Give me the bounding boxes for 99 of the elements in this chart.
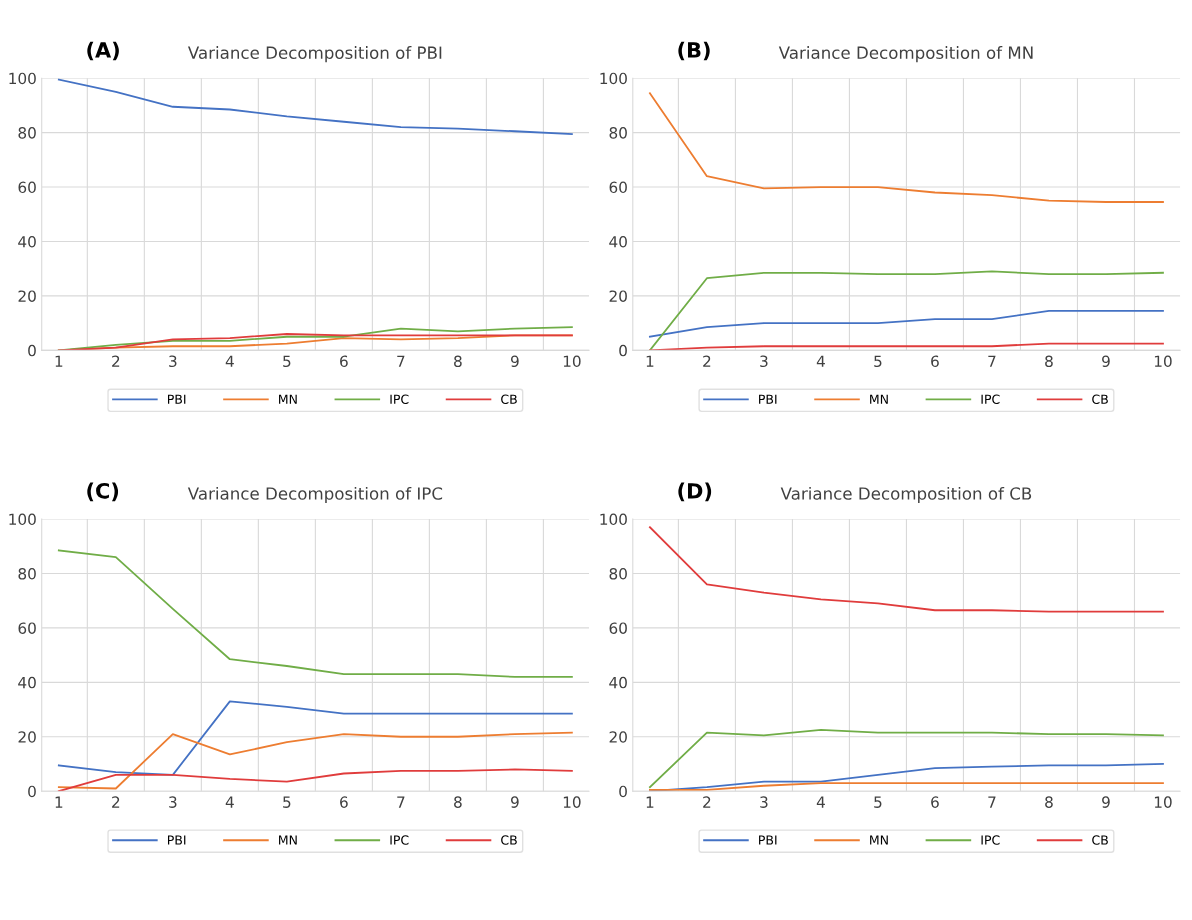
x-tick-label: 6 bbox=[931, 355, 939, 368]
y-tick-label: 100 bbox=[9, 72, 36, 85]
legend-label: CB bbox=[501, 835, 517, 845]
legend-label: PBI bbox=[167, 835, 186, 845]
x-tick-label: 7 bbox=[988, 796, 996, 808]
x-tick-label: 1 bbox=[55, 796, 63, 808]
y-tick-label: 20 bbox=[609, 290, 627, 302]
y-tick-label: 20 bbox=[18, 731, 36, 743]
x-tick-label: 9 bbox=[511, 355, 519, 368]
legend-label: PBI bbox=[759, 394, 777, 404]
x-tick-label: 4 bbox=[225, 355, 234, 367]
x-tick-label: 3 bbox=[760, 796, 768, 808]
y-tick-label: 0 bbox=[619, 785, 627, 798]
legend-label: IPC bbox=[390, 835, 409, 845]
y-tick-label: 100 bbox=[600, 72, 627, 85]
line-series bbox=[648, 92, 1164, 203]
line-series bbox=[57, 768, 573, 792]
y-tick-label: 80 bbox=[18, 127, 36, 139]
chart-title: Variance Decomposition of MN bbox=[778, 46, 1033, 63]
legend-label: CB bbox=[501, 394, 517, 404]
chart-title: Variance Decomposition of PBI bbox=[187, 46, 442, 63]
x-tick-label: 4 bbox=[816, 796, 825, 808]
x-tick-label: 3 bbox=[169, 796, 177, 808]
y-tick-label: 100 bbox=[600, 513, 627, 526]
x-tick-label: 8 bbox=[454, 796, 462, 808]
line-series bbox=[648, 342, 1164, 351]
x-tick-label: 4 bbox=[225, 796, 234, 808]
y-tick-label: 0 bbox=[619, 344, 627, 357]
line-series bbox=[57, 700, 573, 776]
x-tick-label: 9 bbox=[1102, 796, 1110, 808]
line-series bbox=[648, 729, 1164, 789]
x-tick-label: 8 bbox=[454, 355, 462, 368]
line-series bbox=[648, 526, 1164, 613]
y-tick-label: 40 bbox=[609, 235, 627, 248]
line-series bbox=[57, 731, 573, 790]
x-tick-label: 1 bbox=[646, 355, 654, 367]
text: (A) bbox=[87, 41, 119, 61]
legend-label: MN bbox=[279, 835, 297, 845]
x-tick-label: 3 bbox=[169, 355, 177, 368]
x-tick-label: 6 bbox=[340, 796, 348, 808]
x-tick-label: 1 bbox=[55, 355, 63, 367]
y-tick-label: 0 bbox=[28, 344, 36, 357]
x-tick-label: 4 bbox=[816, 355, 825, 367]
text: (B) bbox=[678, 41, 710, 61]
y-tick-label: 40 bbox=[18, 235, 36, 248]
line-series bbox=[648, 309, 1164, 338]
x-tick-label: 10 bbox=[1154, 796, 1172, 808]
x-tick-label: 7 bbox=[988, 355, 996, 367]
legend-label: IPC bbox=[981, 835, 1000, 845]
legend-label: IPC bbox=[981, 394, 1000, 404]
x-tick-label: 2 bbox=[112, 355, 120, 367]
x-tick-label: 2 bbox=[703, 355, 711, 367]
x-tick-label: 8 bbox=[1045, 796, 1053, 808]
line-series bbox=[57, 78, 573, 135]
x-tick-label: 2 bbox=[112, 796, 120, 808]
x-tick-label: 10 bbox=[563, 796, 581, 808]
legend-label: CB bbox=[1092, 835, 1108, 845]
y-tick-label: 80 bbox=[18, 567, 36, 580]
y-tick-label: 100 bbox=[9, 513, 36, 526]
y-tick-label: 0 bbox=[28, 785, 36, 798]
x-tick-label: 9 bbox=[1102, 355, 1110, 368]
y-tick-label: 40 bbox=[18, 676, 36, 689]
x-tick-label: 6 bbox=[340, 355, 348, 368]
x-tick-label: 7 bbox=[397, 355, 405, 367]
legend-label: PBI bbox=[167, 394, 186, 404]
x-tick-label: 5 bbox=[283, 355, 291, 368]
line-series bbox=[648, 270, 1164, 351]
line-series bbox=[57, 549, 573, 678]
x-tick-label: 10 bbox=[563, 355, 581, 368]
x-tick-label: 8 bbox=[1045, 355, 1053, 368]
y-tick-label: 60 bbox=[609, 622, 627, 634]
x-tick-label: 6 bbox=[931, 796, 939, 808]
legend-label: CB bbox=[1092, 394, 1108, 404]
y-tick-label: 60 bbox=[18, 622, 36, 634]
x-tick-label: 10 bbox=[1154, 355, 1172, 368]
text: (C) bbox=[87, 482, 119, 502]
text: (D) bbox=[678, 482, 712, 502]
x-tick-label: 2 bbox=[703, 796, 711, 808]
legend-label: MN bbox=[870, 394, 888, 404]
chart-title: Variance Decomposition of CB bbox=[780, 486, 1032, 504]
legend-label: MN bbox=[279, 394, 297, 404]
legend-label: PBI bbox=[759, 835, 777, 845]
chart-title: Variance Decomposition of IPC bbox=[187, 486, 443, 504]
legend-label: MN bbox=[870, 835, 888, 845]
x-tick-label: 5 bbox=[874, 355, 882, 368]
x-tick-label: 5 bbox=[283, 796, 291, 808]
x-tick-label: 5 bbox=[874, 796, 882, 808]
x-tick-label: 1 bbox=[646, 796, 654, 808]
legend-label: IPC bbox=[390, 394, 409, 404]
x-tick-label: 9 bbox=[511, 796, 519, 808]
x-tick-label: 7 bbox=[397, 796, 405, 808]
y-tick-label: 20 bbox=[18, 290, 36, 302]
y-tick-label: 80 bbox=[609, 567, 627, 580]
y-tick-label: 20 bbox=[609, 731, 627, 743]
y-tick-label: 40 bbox=[609, 676, 627, 689]
y-tick-label: 60 bbox=[609, 181, 627, 194]
x-tick-label: 3 bbox=[760, 355, 768, 368]
y-tick-label: 80 bbox=[609, 127, 627, 139]
y-tick-label: 60 bbox=[18, 181, 36, 194]
